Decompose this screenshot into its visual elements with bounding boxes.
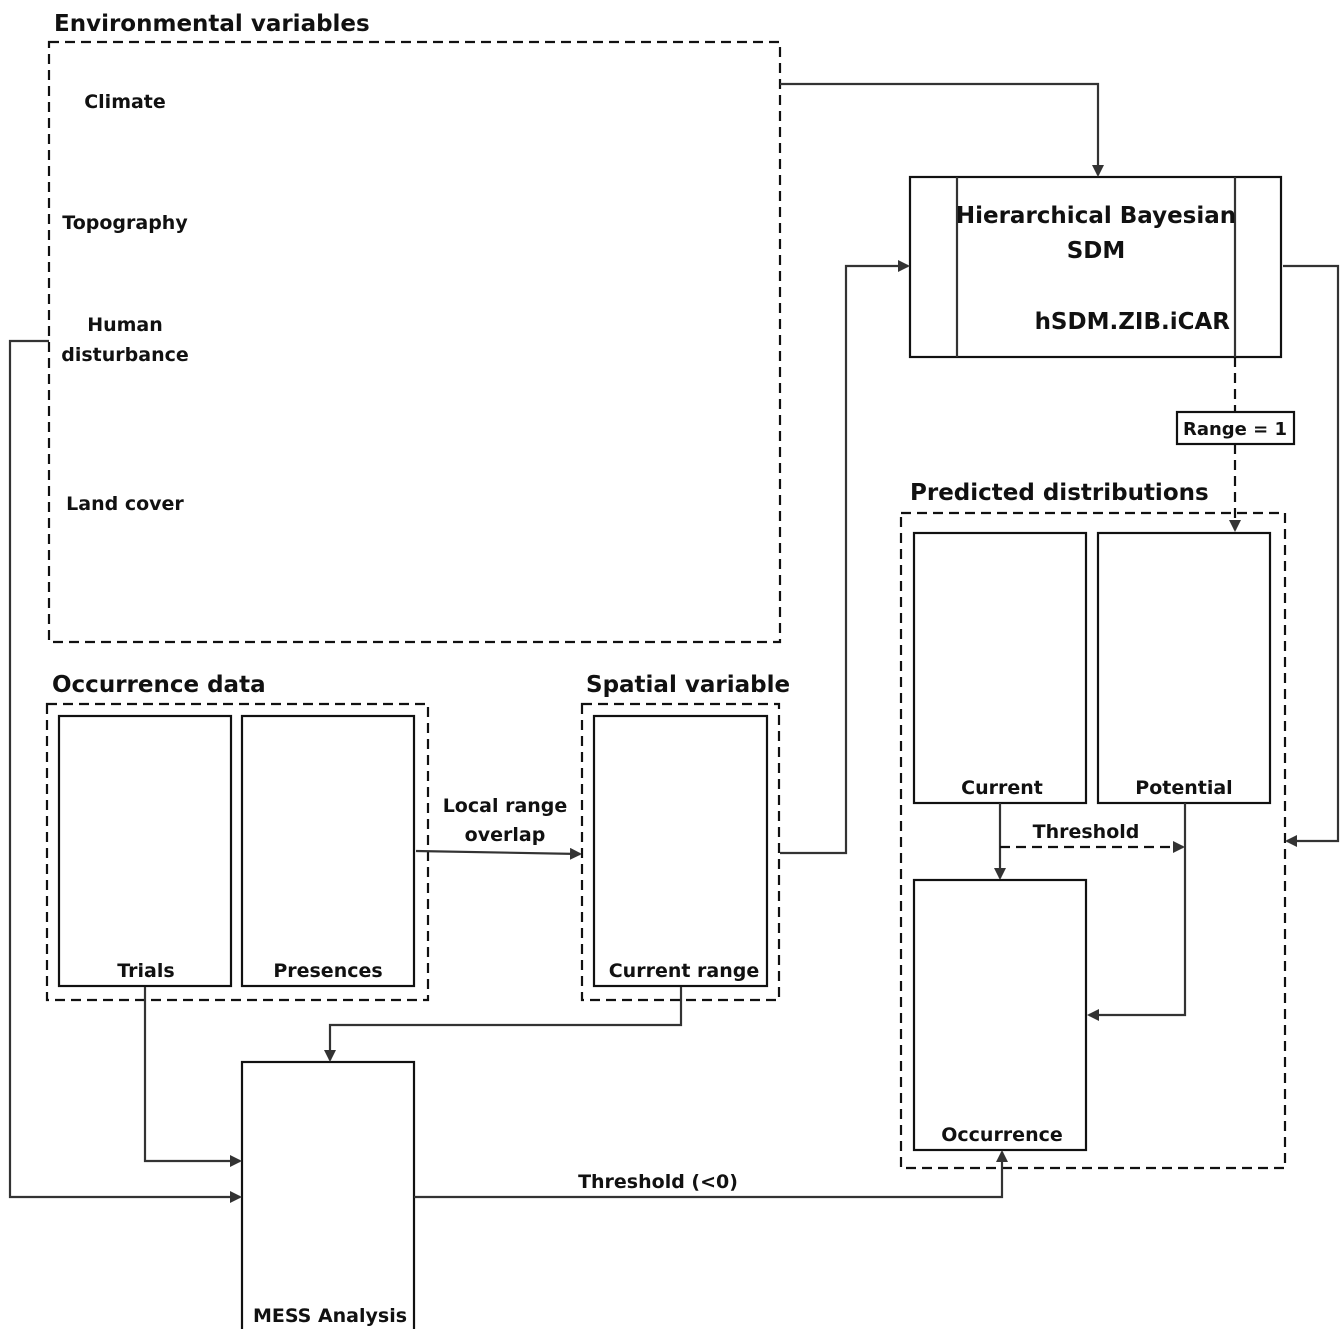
trials-panel xyxy=(57,714,233,988)
climate-map-2 xyxy=(306,54,356,153)
land-cover-map-5 xyxy=(553,416,603,515)
current-panel xyxy=(912,531,1088,805)
threshold-label: Threshold xyxy=(1033,821,1140,843)
land-cover-map-6 xyxy=(636,416,686,515)
sdm-title-line2: SDM xyxy=(1067,238,1126,264)
current-range-label: Current range xyxy=(609,960,760,982)
range-label: Range = 1 xyxy=(1183,419,1287,440)
env-title: Environmental variables xyxy=(54,11,370,37)
arrow-potential-to-occurrence xyxy=(1087,803,1187,1021)
occurrence-panel xyxy=(912,878,1088,1152)
land-cover-map-4 xyxy=(471,416,521,515)
topography-map-5 xyxy=(553,176,603,275)
arrow-presences-to-range xyxy=(415,847,582,860)
row-label-topography: Topography xyxy=(62,212,188,234)
mess-panel xyxy=(240,1060,416,1329)
sdm-model-box xyxy=(908,175,1283,359)
occurrence-title: Occurrence data xyxy=(52,672,266,698)
human-disturbance-map-3 xyxy=(389,296,439,395)
arrow-env-to-mess xyxy=(8,339,242,1203)
env-map-grid xyxy=(224,54,768,635)
topography-map-3 xyxy=(389,176,439,275)
spatial-title: Spatial variable xyxy=(586,672,790,698)
local-range-overlap-label: Local range overlap xyxy=(443,795,568,846)
range-label-box xyxy=(1175,410,1296,446)
topography-map-1 xyxy=(224,176,274,275)
land-cover-map-1 xyxy=(224,416,274,515)
climate-map-5 xyxy=(553,54,603,153)
land-cover-map-7 xyxy=(224,536,274,635)
current-range-panel xyxy=(592,714,769,988)
arrow-env-to-sdm xyxy=(780,82,1104,177)
land-cover-map-2 xyxy=(306,416,356,515)
land-cover-map-3 xyxy=(389,416,439,515)
arrow-trials-to-mess xyxy=(143,987,242,1167)
climate-map-6 xyxy=(636,54,686,153)
climate-map-7 xyxy=(718,54,768,153)
spatial-box xyxy=(580,702,781,1002)
climate-map-4 xyxy=(471,54,521,153)
human-disturbance-map-2 xyxy=(306,296,356,395)
occurrence-label: Occurrence xyxy=(941,1124,1063,1146)
mess-label: MESS Analysis xyxy=(253,1305,407,1327)
arrow-mess-to-occurrence xyxy=(414,1150,1008,1199)
mess-threshold-label: Threshold (<0) xyxy=(578,1171,738,1193)
arrow-range-to-sdm xyxy=(780,260,910,855)
predicted-title: Predicted distributions xyxy=(910,480,1209,506)
land-cover-map-8 xyxy=(306,536,356,635)
row-label-climate: Climate xyxy=(84,91,166,113)
row-label-human-disturbance: Human disturbance xyxy=(61,314,189,366)
potential-panel xyxy=(1096,531,1272,805)
topography-map-4 xyxy=(471,176,521,275)
presences-label: Presences xyxy=(273,960,382,982)
climate-map-3 xyxy=(389,54,439,153)
trials-label: Trials xyxy=(117,960,174,982)
topography-map-2 xyxy=(306,176,356,275)
row-label-land-cover: Land cover xyxy=(66,493,184,515)
current-label: Current xyxy=(961,777,1043,799)
human-disturbance-map-4 xyxy=(471,296,521,395)
human-disturbance-map-1 xyxy=(224,296,274,395)
presences-panel xyxy=(240,714,416,988)
climate-map-1 xyxy=(224,54,274,153)
arrow-sdm-to-predicted xyxy=(1283,264,1340,847)
potential-label: Potential xyxy=(1135,777,1232,799)
sdm-model-name: hSDM.ZIB.iCAR xyxy=(1035,309,1231,335)
env-box xyxy=(47,40,782,644)
sdm-title-line1: Hierarchical Bayesian xyxy=(956,203,1236,229)
arrow-range-to-mess xyxy=(324,987,683,1062)
